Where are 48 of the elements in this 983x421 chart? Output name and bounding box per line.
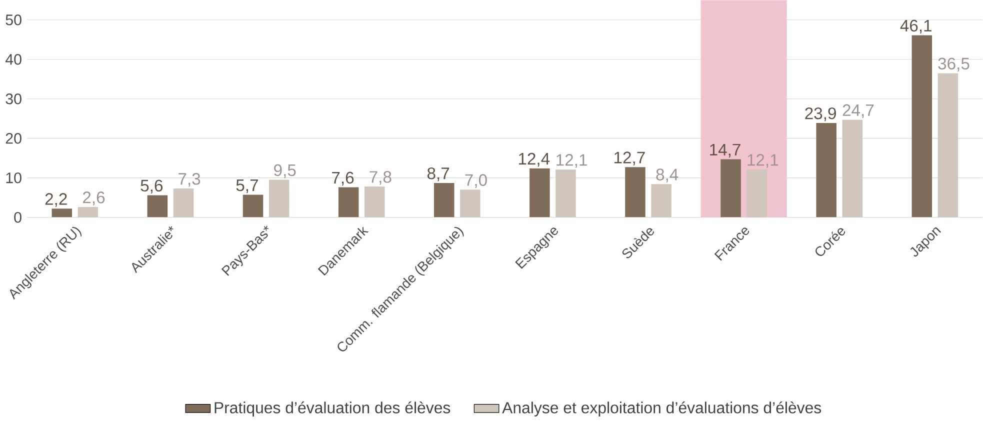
bar — [173, 188, 194, 218]
bar — [78, 206, 98, 218]
data-label: 12,1 — [556, 154, 587, 168]
data-label: 12,4 — [518, 152, 550, 167]
bar — [938, 73, 958, 218]
data-label: 7,8 — [370, 170, 392, 185]
data-label: 7,3 — [178, 172, 200, 187]
data-label: 12,1 — [748, 154, 778, 168]
y-tick-label: 20 — [6, 132, 22, 144]
data-label: 46,1 — [900, 20, 932, 34]
data-label: 2,6 — [83, 191, 105, 206]
y-tick-label: 40 — [5, 54, 22, 65]
data-label: 14,7 — [710, 144, 740, 158]
data-label: 8,4 — [656, 168, 678, 182]
data-label: 24,7 — [842, 104, 874, 118]
bar — [816, 122, 836, 218]
data-label: 5,7 — [236, 179, 258, 193]
bar — [242, 194, 264, 218]
data-label: 7,0 — [465, 174, 487, 188]
data-label: 36,5 — [938, 58, 970, 72]
bar — [364, 186, 385, 218]
data-label: 7,6 — [332, 172, 354, 186]
bar — [842, 120, 863, 218]
bar — [720, 159, 741, 218]
y-tick-label: 0 — [14, 212, 22, 223]
legend-label: Analyse et exploitation d’évaluations d’élèves — [502, 401, 822, 416]
bar — [338, 187, 359, 218]
bar — [52, 208, 72, 218]
data-label: 8,7 — [427, 167, 450, 182]
legend-label: Pratiques d’évaluation des élèves — [214, 401, 450, 416]
data-label: 23,9 — [805, 107, 836, 122]
bar — [147, 195, 168, 218]
bar — [268, 180, 290, 218]
bar — [556, 169, 576, 218]
data-label: 12,7 — [614, 152, 645, 166]
bar — [434, 182, 454, 218]
data-label: 2,2 — [45, 193, 67, 207]
data-label: 9,5 — [274, 164, 296, 178]
bar — [651, 184, 672, 218]
bar — [912, 35, 932, 218]
data-label: 5,6 — [140, 180, 162, 194]
bar — [746, 169, 767, 218]
y-tick-label: 10 — [6, 172, 22, 184]
y-tick-label: 30 — [6, 93, 22, 104]
y-tick-label: 50 — [6, 14, 22, 26]
bar — [460, 190, 480, 218]
bar — [625, 167, 646, 218]
bar — [530, 168, 550, 218]
